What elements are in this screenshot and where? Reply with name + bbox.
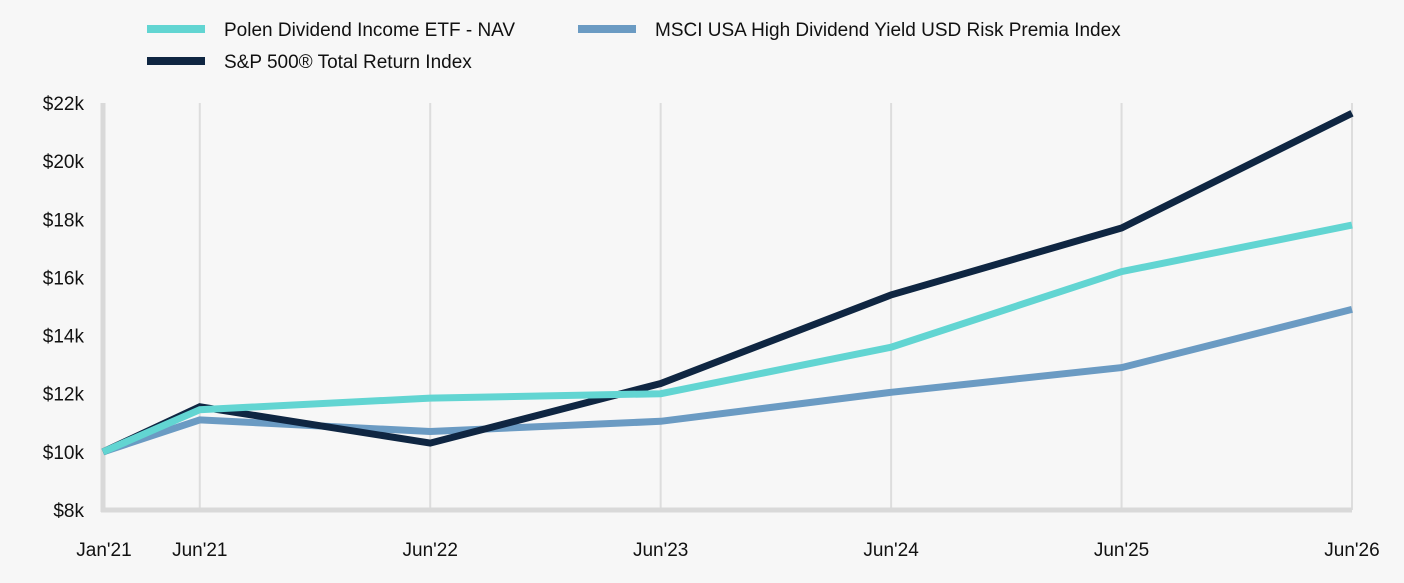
y-tick-label: $22k bbox=[43, 94, 85, 115]
y-tick-label: $20k bbox=[43, 152, 85, 173]
y-tick-label: $18k bbox=[43, 210, 85, 231]
x-tick-label: Jun'21 bbox=[172, 540, 227, 561]
legend-label-0: Polen Dividend Income ETF - NAV bbox=[224, 20, 515, 41]
y-tick-label: $8k bbox=[53, 501, 84, 522]
x-tick-label: Jun'25 bbox=[1094, 540, 1149, 561]
series-lines bbox=[101, 110, 1354, 456]
x-tick-label: Jan'21 bbox=[76, 540, 131, 561]
y-axis-ticks: $8k $10k $12k $14k $16k $18k $20k $22k bbox=[43, 94, 85, 522]
y-tick-label: $10k bbox=[43, 443, 85, 464]
x-axis-ticks: Jan'21 Jun'21 Jun'22 Jun'23 Jun'24 Jun'25 Jun'… bbox=[76, 540, 1379, 561]
y-tick-label: $14k bbox=[43, 327, 85, 348]
x-tick-label: Jun'26 bbox=[1324, 540, 1379, 561]
x-tick-label: Jun'24 bbox=[863, 540, 919, 561]
legend-label-1: MSCI USA High Dividend Yield USD Risk Pr… bbox=[655, 20, 1121, 41]
series-line-1 bbox=[101, 306, 1353, 456]
y-tick-label: $12k bbox=[43, 385, 85, 406]
x-tick-label: Jun'22 bbox=[403, 540, 458, 561]
grid-lines bbox=[198, 103, 1353, 510]
series-line-0 bbox=[101, 221, 1353, 456]
x-tick-label: Jun'23 bbox=[633, 540, 688, 561]
y-tick-label: $16k bbox=[43, 268, 85, 289]
legend: Polen Dividend Income ETF - NAV MSCI USA … bbox=[147, 20, 1121, 73]
axes bbox=[100, 103, 1352, 513]
series-line-2 bbox=[101, 110, 1354, 456]
legend-label-2: S&P 500® Total Return Index bbox=[224, 52, 472, 73]
